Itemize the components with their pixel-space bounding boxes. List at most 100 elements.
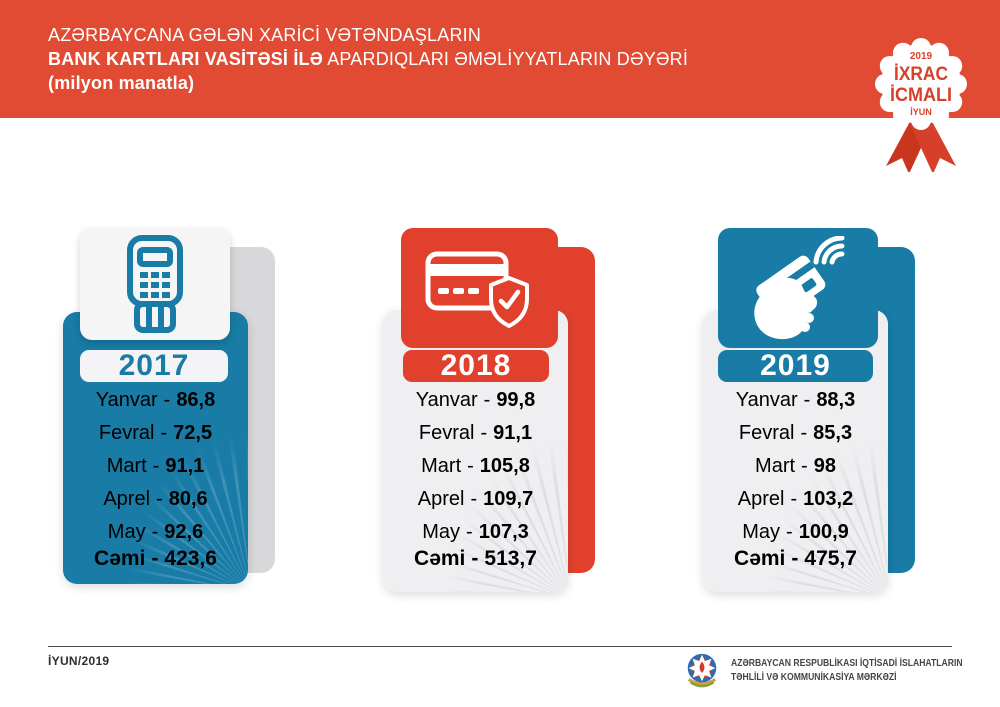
data-row: Mart -105,8 [383,450,568,483]
data-row: Fevral -91,1 [383,417,568,450]
row-separator: - [163,389,171,411]
total-row-2018: Cəmi -513,7 [383,542,568,575]
row-separator: - [803,389,811,411]
month-value: 80,6 [168,488,208,510]
total-value: 475,7 [804,546,857,570]
month-label: Yanvar [415,389,478,411]
footer-org-name: AZƏRBAYCAN RESPUBLİKASI İQTİSADİ İSLAHAT… [731,656,963,684]
card-group-2018: 2018 Yanvar -99,8 Fevral -91,1 Mart -105,8 … [383,228,628,628]
row-separator: - [466,521,473,543]
icon-tile-2017 [80,228,230,340]
month-value: 88,3 [816,389,856,411]
data-row: May -92,6 [63,516,248,549]
row-separator: - [790,488,798,510]
header-line2-rest: APARDIQLARI ƏMƏLİYYATLARIN DƏYƏRİ [323,49,689,69]
month-value: 91,1 [165,455,205,477]
header-line1: AZƏRBAYCANA GƏLƏN XARİCİ VƏTƏNDAŞLARIN [48,25,482,45]
row-separator: - [786,521,793,543]
row-separator: - [470,488,478,510]
header-line3-unit: (milyon manatla) [48,73,195,93]
month-rows-2019: Yanvar -88,3 Fevral -85,3 Mart -98 Aprel -10… [703,384,888,549]
footer-divider [48,646,952,647]
azerbaijan-emblem-icon [687,653,717,688]
footer-organization: AZƏRBAYCAN RESPUBLİKASI İQTİSADİ İSLAHAT… [683,650,1000,690]
total-label: Cəmi [414,546,466,570]
badge-month-label: İYUN [910,107,932,117]
total-row-2019: Cəmi -475,7 [703,542,888,575]
data-row: Mart -98 [703,450,888,483]
total-label: Cəmi [734,546,786,570]
data-row: May -107,3 [383,516,568,549]
row-separator: - [483,389,491,411]
month-label: Yanvar [95,389,158,411]
contactless-card-icon [754,236,845,340]
data-row: Aprel -80,6 [63,483,248,516]
row-separator: - [151,521,159,543]
data-row: Aprel -109,7 [383,483,568,516]
month-value: 98 [813,455,836,477]
total-value: 513,7 [484,546,537,570]
year-pill-2018: 2018 [403,349,549,382]
row-separator: - [801,455,808,477]
month-value: 105,8 [479,455,530,477]
month-label: May [422,521,461,543]
data-row: Fevral -72,5 [63,417,248,450]
badge-title-line2: İCMALI [890,85,952,106]
icon-tile-2018 [401,228,558,348]
row-separator: - [467,455,474,477]
row-separator: - [152,455,160,477]
header-line2-bold: BANK KARTLARI VASİTƏSİ İLƏ [48,49,323,69]
month-rows-2018: Yanvar -99,8 Fevral -91,1 Mart -105,8 Aprel… [383,384,568,549]
header-line2: BANK KARTLARI VASİTƏSİ İLƏ APARDIQLARI Ə… [48,47,688,71]
data-row: Yanvar -99,8 [383,384,568,417]
month-label: Mart [755,455,796,477]
month-value: 109,7 [483,488,534,510]
year-pill-2017: 2017 [80,349,228,382]
row-separator: - [151,546,159,570]
month-value: 91,1 [493,422,533,444]
month-label: May [742,521,781,543]
data-row: Yanvar -88,3 [703,384,888,417]
icon-tile-2019 [718,228,878,348]
month-value: 72,5 [173,422,213,444]
month-label: Aprel [417,488,465,510]
month-value: 107,3 [478,521,529,543]
total-label: Cəmi [94,546,146,570]
data-row: Aprel -103,2 [703,483,888,516]
data-row: May -100,9 [703,516,888,549]
month-label: Fevral [98,422,155,444]
footer-org-line2: TƏHLİLİ VƏ KOMMUNİKASİYA MƏRKƏZİ [731,671,897,683]
pos-terminal-icon [127,235,183,333]
month-label: Yanvar [735,389,798,411]
year-pill-2019: 2019 [718,349,873,382]
badge-year-label: 2019 [910,51,933,62]
month-value: 92,6 [164,521,204,543]
month-label: Mart [421,455,462,477]
month-value: 103,2 [803,488,854,510]
month-label: May [107,521,146,543]
month-label: Mart [106,455,147,477]
card-group-2017: 2017 Yanvar -86,8 Fevral -72,5 Mart -91,1 A… [63,228,308,628]
header-title: AZƏRBAYCANA GƏLƏN XARİCİ VƏTƏNDAŞLARIN B… [48,23,688,95]
footer-org-line1: AZƏRBAYCAN RESPUBLİKASI İQTİSADİ İSLAHAT… [731,657,963,669]
row-separator: - [471,546,479,570]
month-rows-2017: Yanvar -86,8 Fevral -72,5 Mart -91,1 Aprel -… [63,384,248,549]
data-row: Fevral -85,3 [703,417,888,450]
total-value: 423,6 [164,546,217,570]
month-label: Aprel [737,488,785,510]
month-value: 85,3 [813,422,853,444]
month-label: Fevral [738,422,795,444]
card-shield-icon [425,251,529,328]
badge-title-line1: İXRAC [894,64,948,85]
row-separator: - [800,422,808,444]
ixrac-icmali-rosette-badge-icon: 2019 İXRAC İCMALI İYUN [875,38,967,172]
footer-issue-date: İYUN/2019 [48,654,110,668]
data-row: Yanvar -86,8 [63,384,248,417]
card-group-2019: 2019 Yanvar -88,3 Fevral -85,3 Mart -98 Apr… [703,228,948,628]
month-value: 86,8 [176,389,216,411]
row-separator: - [791,546,799,570]
row-separator: - [156,488,163,510]
month-value: 99,8 [496,389,536,411]
header-banner: AZƏRBAYCANA GƏLƏN XARİCİ VƏTƏNDAŞLARIN B… [0,0,1000,172]
